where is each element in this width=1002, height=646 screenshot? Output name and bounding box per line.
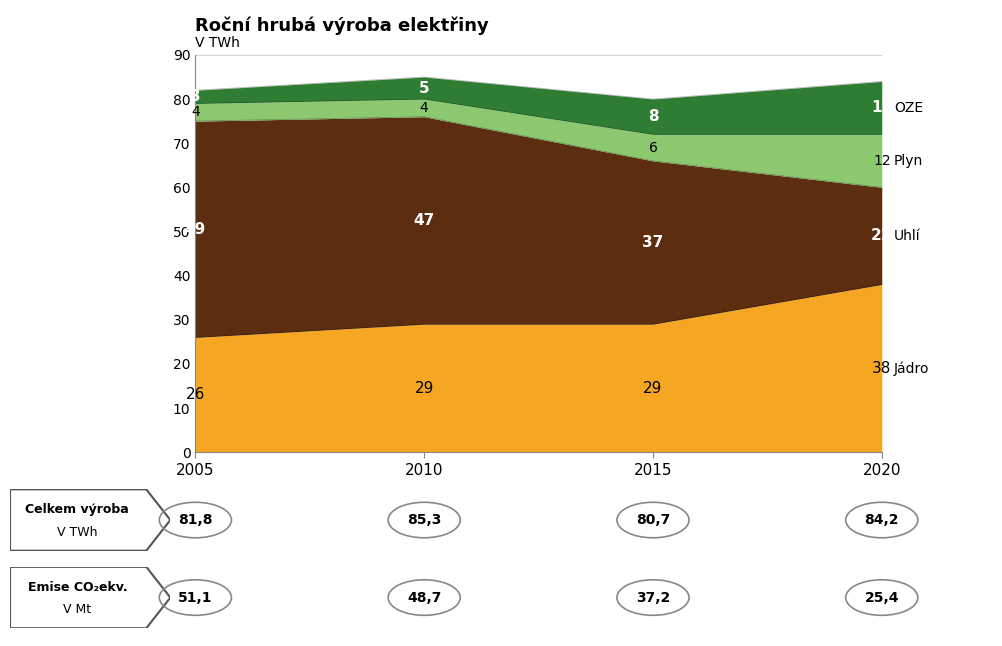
- Text: Plyn: Plyn: [894, 154, 923, 168]
- Text: 6: 6: [648, 141, 657, 154]
- Text: V Mt: V Mt: [63, 603, 91, 616]
- Text: 47: 47: [414, 213, 435, 228]
- Text: 51,1: 51,1: [178, 590, 212, 605]
- Text: V TWh: V TWh: [195, 36, 240, 50]
- Text: OZE: OZE: [894, 101, 923, 115]
- Text: 3: 3: [190, 89, 200, 105]
- Text: 8: 8: [647, 109, 658, 124]
- Text: 5: 5: [419, 81, 430, 96]
- Text: 12: 12: [873, 154, 891, 168]
- Text: 49: 49: [184, 222, 206, 237]
- Text: 48,7: 48,7: [407, 590, 441, 605]
- Text: 29: 29: [643, 380, 662, 396]
- Text: 84,2: 84,2: [865, 513, 899, 527]
- Text: 22: 22: [871, 229, 893, 244]
- Text: Uhlí: Uhlí: [894, 229, 921, 243]
- Text: V TWh: V TWh: [57, 526, 97, 539]
- Text: 26: 26: [185, 388, 205, 402]
- Text: 37: 37: [642, 235, 663, 250]
- Text: Jádro: Jádro: [894, 361, 929, 375]
- Text: 37,2: 37,2: [636, 590, 670, 605]
- Text: 25,4: 25,4: [865, 590, 899, 605]
- Text: 4: 4: [191, 105, 199, 120]
- Text: 81,8: 81,8: [178, 513, 212, 527]
- Text: 80,7: 80,7: [636, 513, 670, 527]
- Text: 85,3: 85,3: [407, 513, 441, 527]
- Text: 29: 29: [415, 380, 434, 396]
- Text: 4: 4: [420, 101, 429, 115]
- Text: 12: 12: [871, 100, 893, 116]
- Text: 38: 38: [872, 361, 892, 376]
- Text: Emise CO₂ekv.: Emise CO₂ekv.: [27, 581, 127, 594]
- Text: Celkem výroba: Celkem výroba: [25, 503, 129, 516]
- Text: Roční hrubá výroba elektřiny: Roční hrubá výroba elektřiny: [195, 17, 489, 35]
